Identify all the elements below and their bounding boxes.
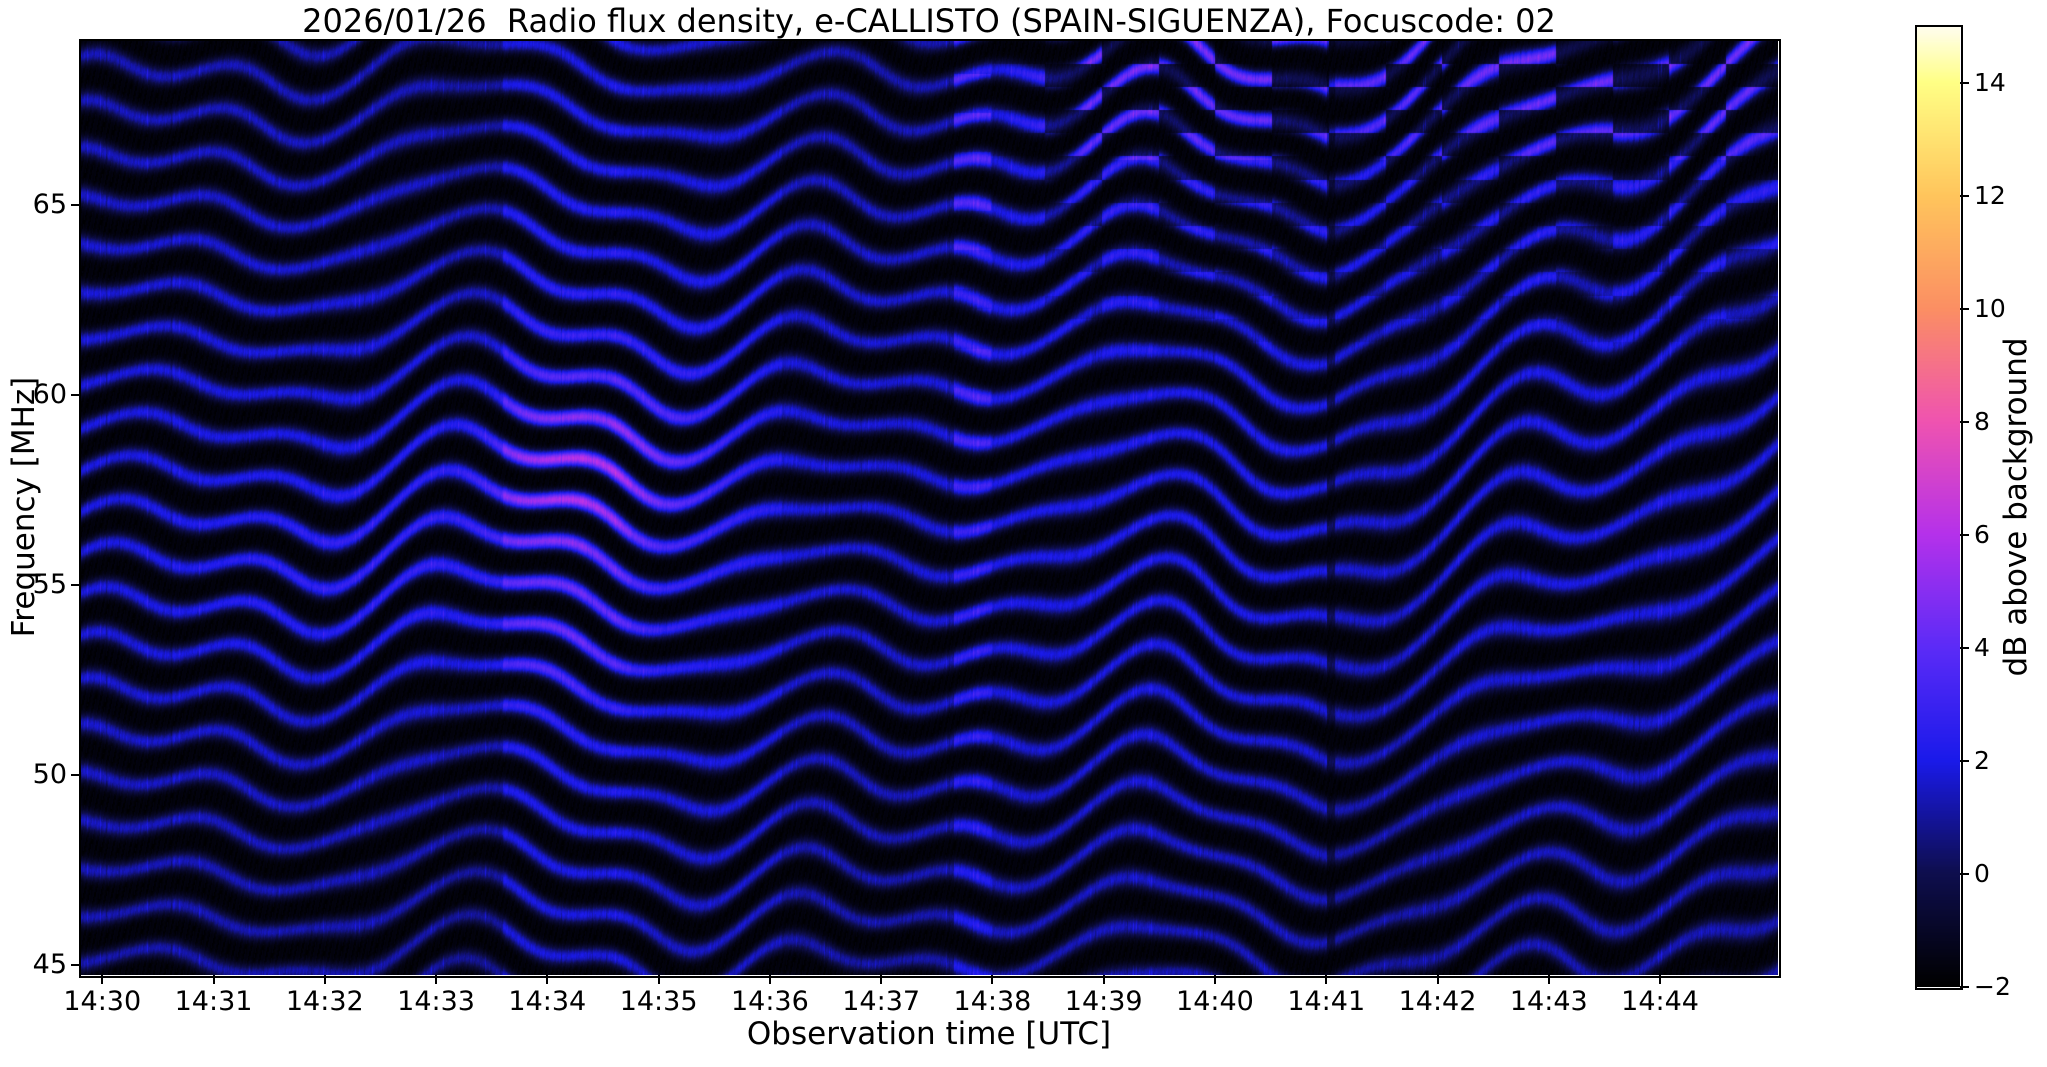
x-tick-label: 14:34 (508, 986, 587, 1017)
x-tick-mark (546, 975, 549, 984)
colorbar-tick-mark (1960, 986, 1969, 988)
colorbar-tick-mark (1960, 533, 1969, 536)
colorbar-tick-label: 2 (1974, 745, 1990, 775)
y-tick-label: 60 (32, 378, 67, 410)
x-tick-mark (323, 975, 326, 984)
colorbar-tick-mark (1960, 81, 1969, 84)
x-tick-label: 14:40 (1176, 986, 1254, 1017)
spectrogram-canvas (80, 40, 1778, 975)
x-tick-mark (880, 975, 883, 984)
x-tick-mark (1325, 975, 1328, 984)
colorbar-gradient-canvas (1916, 26, 1960, 987)
colorbar-tick-label: 8 (1974, 406, 1990, 436)
colorbar-label: dB above background (1998, 337, 2034, 677)
x-tick-label: 14:42 (1398, 986, 1477, 1017)
x-tick-label: 14:44 (1621, 986, 1699, 1017)
y-tick-mark (71, 774, 80, 777)
x-tick-mark (1102, 975, 1105, 984)
colorbar (1916, 26, 1960, 987)
y-tick-mark (71, 393, 80, 396)
x-tick-label: 14:33 (397, 986, 475, 1017)
colorbar-tick-mark (1960, 872, 1969, 875)
x-tick-mark (435, 975, 438, 984)
x-axis-label: Observation time [UTC] (746, 1016, 1112, 1052)
x-tick-mark (1547, 975, 1550, 984)
colorbar-tick-label: 0 (1974, 858, 1990, 888)
y-tick-label: 65 (32, 188, 67, 220)
colorbar-tick-mark (1960, 646, 1969, 649)
colorbar-tick-label: 10 (1974, 293, 2006, 323)
y-tick-label: 45 (32, 949, 67, 981)
colorbar-tick-label: 6 (1974, 519, 1990, 549)
colorbar-tick-label: 4 (1974, 632, 1990, 662)
x-tick-label: 14:30 (63, 986, 142, 1017)
x-tick-mark (1213, 975, 1216, 984)
plot-area (80, 40, 1778, 975)
colorbar-tick-mark (1960, 420, 1969, 423)
x-tick-mark (657, 975, 660, 984)
colorbar-tick-label: −2 (1974, 972, 2011, 1001)
y-axis-label: Frequency [MHz] (6, 376, 42, 638)
colorbar-tick-mark (1960, 194, 1969, 197)
y-tick-mark (71, 203, 80, 206)
x-tick-label: 14:37 (842, 986, 921, 1017)
x-tick-mark (991, 975, 994, 984)
x-tick-mark (1659, 975, 1662, 984)
x-tick-mark (768, 975, 771, 984)
x-tick-label: 14:35 (619, 986, 698, 1017)
x-tick-label: 14:32 (285, 986, 364, 1017)
x-tick-label: 14:39 (1064, 986, 1143, 1017)
x-tick-label: 14:36 (730, 986, 809, 1017)
x-tick-mark (212, 975, 215, 984)
x-tick-label: 14:31 (174, 986, 253, 1017)
y-tick-mark (71, 584, 80, 587)
y-tick-mark (71, 964, 80, 967)
colorbar-tick-label: 12 (1974, 180, 2006, 210)
chart-title: 2026/01/26 Radio flux density, e-CALLIST… (302, 2, 1556, 40)
colorbar-tick-mark (1960, 759, 1969, 762)
colorbar-tick-mark (1960, 307, 1969, 310)
y-tick-label: 50 (32, 759, 67, 791)
x-tick-label: 14:43 (1509, 986, 1588, 1017)
colorbar-tick-label: 14 (1974, 67, 2006, 97)
x-tick-mark (1436, 975, 1439, 984)
x-tick-label: 14:41 (1287, 986, 1366, 1017)
y-tick-label: 55 (32, 569, 67, 601)
x-tick-label: 14:38 (953, 986, 1032, 1017)
x-tick-mark (101, 975, 104, 984)
